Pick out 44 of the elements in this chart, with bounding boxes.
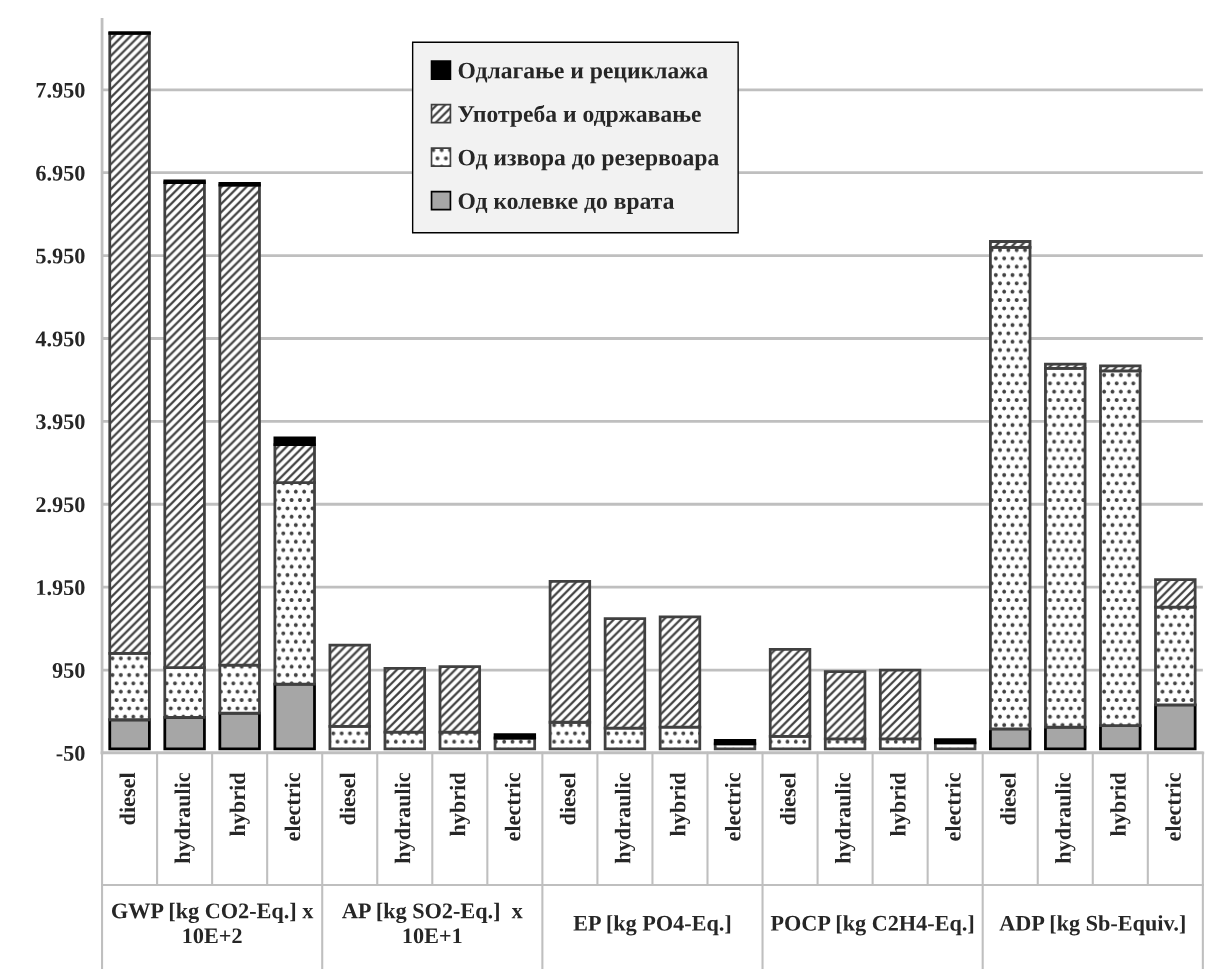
- text: POCP [kg C2H4-Eq.]: [770, 915, 974, 936]
- y-tick-label: 4.950: [35, 331, 85, 347]
- x-tick-label: electric: [945, 772, 961, 841]
- y-tick-label: 950: [52, 662, 85, 678]
- y-tick-label: 6.950: [36, 165, 85, 181]
- legend-label: Од извора до резервоара: [458, 149, 719, 171]
- x-tick-label: hybrid: [890, 772, 911, 837]
- legend-label: Од колевке до врата: [458, 193, 675, 214]
- x-tick-label: hybrid: [229, 772, 250, 837]
- bar: [933, 738, 977, 745]
- x-tick-label: diesel: [559, 772, 576, 825]
- x-tick-label: hydraulic: [1055, 772, 1076, 864]
- x-tick-label: diesel: [119, 772, 136, 825]
- y-tick-label: 3.950: [36, 414, 85, 430]
- x-tick-label: hydraulic: [834, 772, 856, 864]
- y-tick-label: 5.950: [36, 248, 85, 264]
- text: GWP [kg CO2-Eq.] x 10E+2: [111, 902, 314, 944]
- legend-label: Употреба и одржавање: [458, 104, 701, 127]
- x-tick-label: hydraulic: [614, 772, 636, 864]
- bar: [713, 739, 757, 746]
- y-tick-label: 2.950: [36, 497, 85, 513]
- text: EP [kg PO4-Eq.]: [573, 915, 731, 936]
- x-tick-label: electric: [504, 772, 521, 841]
- bar: [1154, 703, 1197, 751]
- text: ADP [kg Sb-Equiv.]: [999, 915, 1185, 936]
- x-tick-label: hybrid: [449, 772, 470, 837]
- x-tick-label: diesel: [339, 772, 356, 825]
- x-tick-label: hydraulic: [394, 772, 415, 864]
- x-tick-label: electric: [1165, 772, 1181, 841]
- x-tick-label: hydraulic: [174, 772, 195, 864]
- x-tick-label: hybrid: [1110, 772, 1131, 837]
- x-tick-label: electric: [284, 772, 301, 841]
- x-tick-label: hybrid: [669, 772, 691, 837]
- legend-label: Одлагање и рециклажа: [458, 62, 708, 84]
- x-tick-label: diesel: [1000, 772, 1016, 825]
- y-tick-label: 7.950: [36, 82, 85, 98]
- y-tick-label: 1.950: [37, 580, 85, 596]
- text: AP [kg SO2-Eq.] x 10E+1: [342, 902, 523, 944]
- bar: [493, 733, 537, 740]
- x-tick-label: diesel: [779, 772, 796, 825]
- bar: [108, 718, 151, 751]
- y-tick-label: -50: [56, 745, 85, 761]
- x-tick-label: electric: [724, 772, 741, 841]
- bar: [273, 436, 316, 446]
